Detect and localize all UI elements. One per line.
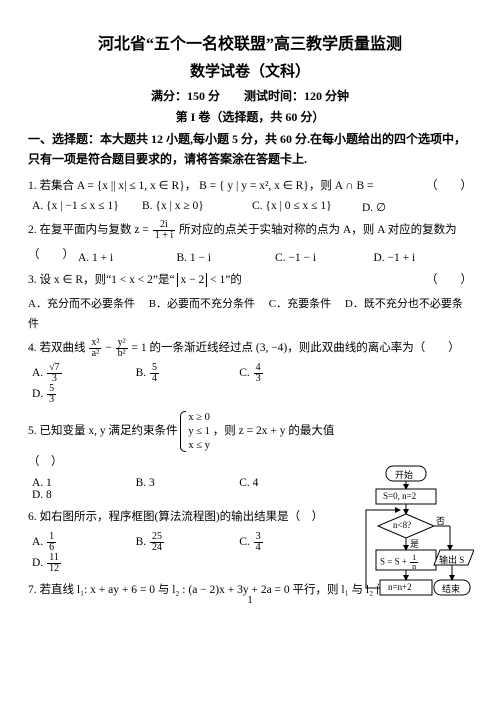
- q4-la: A.: [32, 368, 43, 380]
- flow-init: S=0, n=2: [383, 491, 416, 501]
- q4-minus: −: [105, 343, 112, 355]
- flow-upd: S = S + 1n: [380, 554, 419, 571]
- flow-out: 输出 S: [439, 553, 464, 566]
- q5-stem-a: 5. 已知变量 x, y 满足约束条件: [28, 426, 180, 438]
- flow-yes: 是: [410, 537, 419, 550]
- q3-opt-a: A．充分而不必要条件: [28, 298, 135, 310]
- q5-options: A. 1 B. 3 C. 4 D. 8: [32, 477, 343, 501]
- q1-paren: （ ）: [426, 176, 472, 197]
- q5-opt-a: A. 1: [32, 477, 136, 489]
- q3-options: A．充分而不必要条件 B．必要而不充分条件 C．充要条件 D．既不充分也不必要条…: [28, 295, 472, 335]
- q4-opt-d: D. 53: [32, 384, 343, 405]
- q6-opt-b: B. 2524: [136, 532, 240, 553]
- flow-start: 开始: [395, 468, 413, 481]
- q4-ld: D.: [32, 389, 43, 401]
- q4-lb: B.: [136, 368, 147, 380]
- flow-upd-txt: S = S +: [380, 557, 409, 567]
- flowchart: 开始 S=0, n=2 n<8? 是 否 S = S + 1n 输出 S n=n…: [362, 464, 474, 664]
- q1-opt-d: D. ∅: [362, 200, 472, 214]
- question-3: 3. 设 x ∈ R，则“1 < x < 2”是“ x − 2 < 1”的 （ …: [28, 270, 472, 291]
- question-5: 5. 已知变量 x, y 满足约束条件 x ≥ 0 y ≤ 1 x ≤ y ，则…: [28, 411, 357, 473]
- exam-subtitle: 数学试卷（文科）: [28, 60, 472, 81]
- q3-paren: （ ）: [426, 270, 472, 291]
- exam-meta: 满分：150 分 测试时间：120 分钟: [28, 87, 472, 104]
- q5-opt-c: C. 4: [239, 477, 343, 489]
- q4-f2: y²b²: [116, 338, 128, 359]
- q6-lb: B.: [136, 536, 147, 548]
- q5-opt-d: D. 8: [32, 489, 343, 501]
- q6-stem: 6. 如右图所示，程序框图(算法流程图)的输出结果是（ ）: [28, 511, 323, 523]
- q2-frac-den: 1 + i: [153, 231, 175, 241]
- flow-inc: n=n+2: [388, 582, 412, 592]
- q3-stem-b: < 1”的: [210, 274, 242, 286]
- q4-opt-a: A. √73: [32, 363, 136, 384]
- q6d-d: 12: [47, 564, 61, 574]
- question-4: 4. 若双曲线 x²a² − y²b² = 1 的一条渐近线经过点 (3, −4…: [28, 338, 472, 359]
- q4-options: A. √73 B. 54 C. 43 D. 53: [32, 363, 343, 405]
- q1-opt-b: B. {x | x ≥ 0}: [142, 200, 252, 214]
- q2-stem-b: 所对应的点关于实轴对称的点为 A，则 A 对应的复数为: [179, 225, 457, 237]
- q1-stem-a: 1. 若集合 A = {x || x| ≤ 1, x ∈ R}，: [28, 180, 196, 192]
- question-2: 2. 在复平面内与复数 z = 2i 1 + i 所对应的点关于实轴对称的点为 …: [28, 220, 472, 241]
- q2-paren: （ ）: [28, 249, 74, 261]
- q3-abs: x − 2: [177, 273, 207, 287]
- q6c-d: 4: [254, 543, 263, 553]
- q5-c1: x ≥ 0: [188, 411, 210, 425]
- q4d-d: 3: [47, 395, 56, 405]
- flow-ufd: n: [410, 563, 418, 571]
- q6-lc: C.: [239, 536, 250, 548]
- question-1: 1. 若集合 A = {x || x| ≤ 1, x ∈ R}， B = { y…: [28, 176, 472, 197]
- flow-no: 否: [436, 514, 445, 527]
- q4b-d: 4: [150, 374, 159, 384]
- q3-opt-c: C．充要条件: [269, 298, 331, 310]
- q1-opt-c: C. {x | 0 ≤ x ≤ 1}: [252, 200, 362, 214]
- q4c-d: 3: [254, 374, 263, 384]
- q1-stem-b: B = { y | y = x², x ∈ R}，则 A ∩ B =: [199, 180, 373, 192]
- q4-f1: x²a²: [89, 338, 101, 359]
- flow-end: 结束: [442, 582, 460, 595]
- q5-c3: x ≤ y: [188, 439, 210, 453]
- q2-paren-line: （ ）: [28, 245, 472, 266]
- q5-opt-b: B. 3: [136, 477, 240, 489]
- q6-options: A. 16 B. 2524 C. 34 D. 1112: [32, 532, 343, 574]
- q6-la: A.: [32, 536, 43, 548]
- q3-stem-a: 3. 设 x ∈ R，则“1 < x < 2”是“: [28, 274, 175, 286]
- q4-lc: C.: [239, 368, 250, 380]
- q4-f1d: a²: [89, 349, 101, 359]
- instructions: 一、选择题：本大题共 12 小题,每小题 5 分，共 60 分.在每小题给出的四…: [28, 129, 472, 170]
- section-heading: 第 I 卷（选择题，共 60 分）: [28, 108, 472, 125]
- q1-opt-a: A. {x | −1 ≤ x ≤ 1}: [32, 200, 142, 214]
- flow-cond: n<8?: [393, 520, 411, 530]
- exam-title: 河北省“五个一名校联盟”高三教学质量监测: [28, 30, 472, 54]
- question-6: 6. 如右图所示，程序框图(算法流程图)的输出结果是（ ）: [28, 507, 357, 528]
- q5-cases: x ≥ 0 y ≤ 1 x ≤ y: [180, 411, 210, 452]
- q2-stem-a: 2. 在复平面内与复数 z =: [28, 225, 152, 237]
- q4-stem-a: 4. 若双曲线: [28, 343, 86, 355]
- q6-opt-c: C. 34: [239, 532, 343, 553]
- q4-stem-b: = 1 的一条渐近线经过点 (3, −4)，则此双曲线的离心率为（ ）: [132, 343, 460, 355]
- q6-opt-d: D. 1112: [32, 553, 343, 574]
- q4-opt-b: B. 54: [136, 363, 240, 384]
- q4-opt-c: C. 43: [239, 363, 343, 384]
- q4-f2d: b²: [116, 349, 128, 359]
- q2-fraction: 2i 1 + i: [153, 220, 175, 241]
- q1-options: A. {x | −1 ≤ x ≤ 1} B. {x | x ≥ 0} C. {x…: [32, 200, 472, 214]
- q3-opt-b: B．必要而不充分条件: [149, 298, 255, 310]
- q6-opt-a: A. 16: [32, 532, 136, 553]
- q6-ld: D.: [32, 557, 43, 569]
- q6b-d: 24: [150, 543, 164, 553]
- q5-c2: y ≤ 1: [188, 425, 210, 439]
